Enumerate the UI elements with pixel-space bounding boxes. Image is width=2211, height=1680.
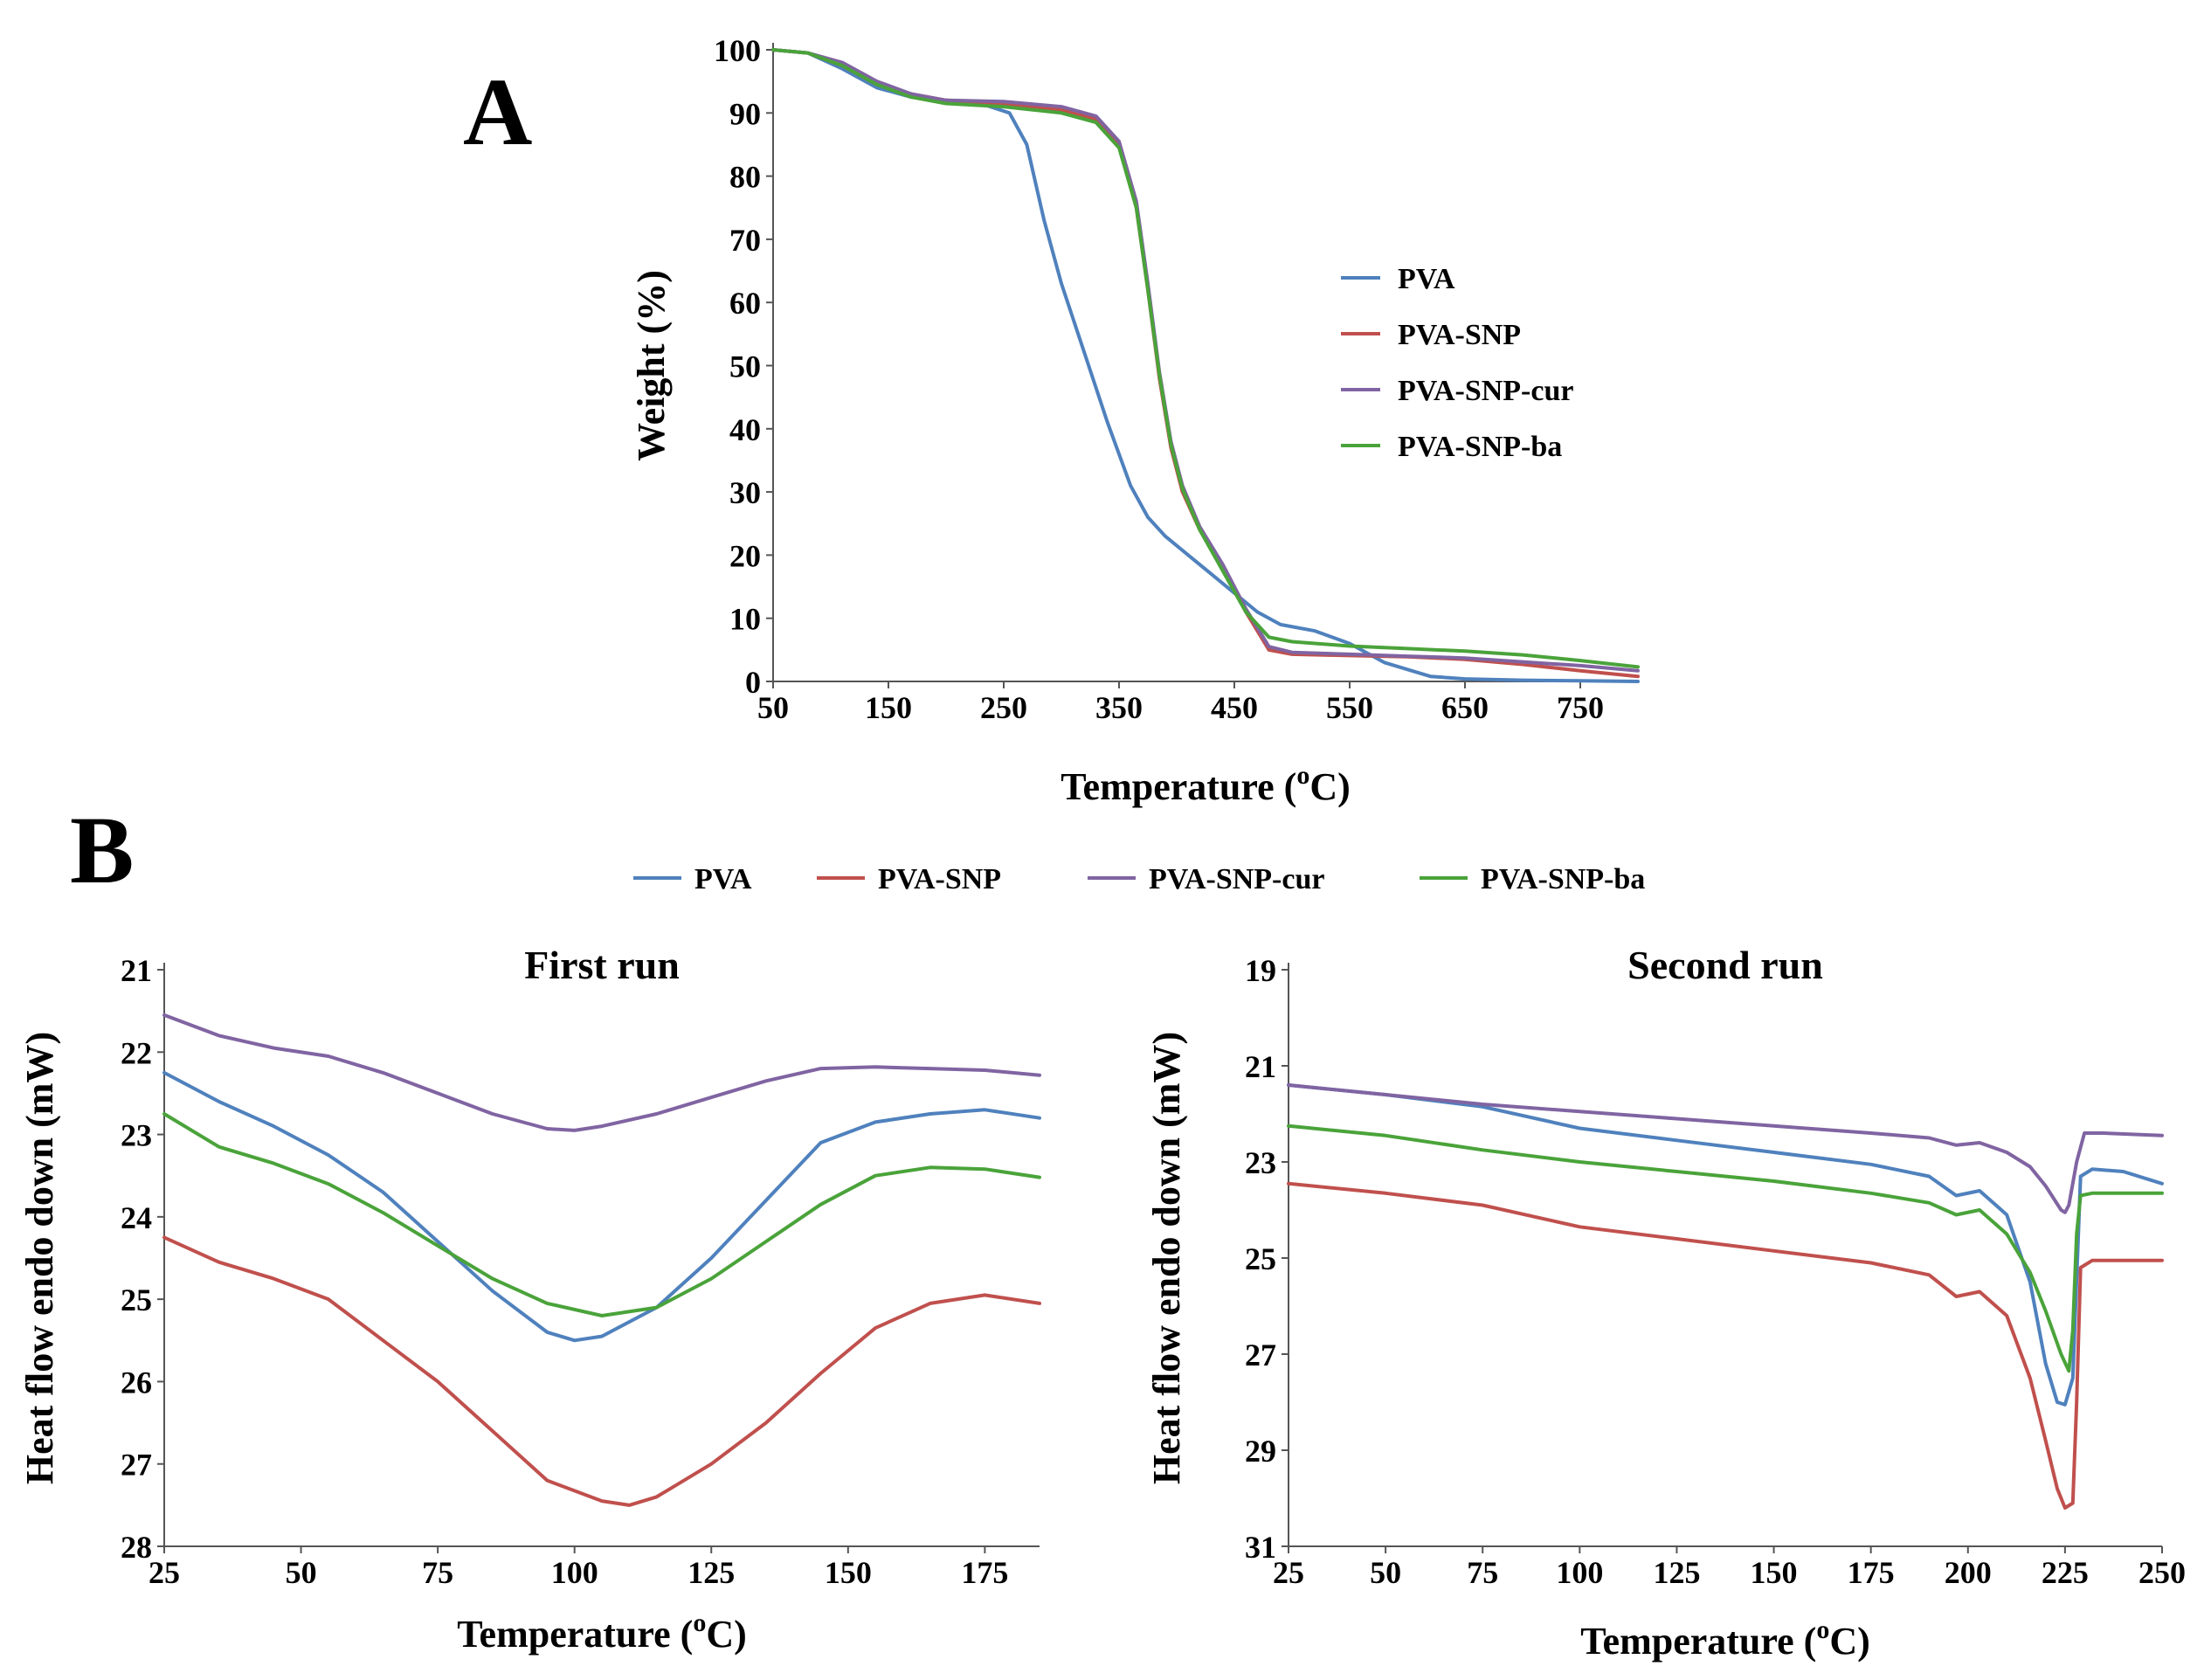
chart-title: Second run	[1627, 943, 1823, 987]
y-tick-label: 22	[121, 1035, 152, 1070]
series-line-pva-snp-ba	[162, 1112, 1041, 1317]
x-tick-label: 350	[1095, 690, 1143, 725]
x-axis-label: Temperature (oC)	[1580, 1615, 1870, 1663]
y-tick-label: 21	[121, 953, 152, 988]
series-line-pva	[771, 48, 1640, 683]
y-tick-label: 24	[121, 1200, 152, 1235]
x-axis-label: Temperature (oC)	[457, 1608, 747, 1656]
x-tick-label: 175	[1848, 1555, 1895, 1590]
legend-label-pva-snp: PVA-SNP	[878, 863, 1001, 895]
series-line-pva-snp-ba	[1287, 1123, 2164, 1373]
x-tick-label: 450	[1211, 690, 1258, 725]
x-tick-label: 250	[980, 690, 1027, 725]
series-line-pva-snp	[162, 1235, 1041, 1507]
x-tick-label: 125	[687, 1555, 735, 1590]
y-axis-label: Heat flow endo down (mW)	[18, 1032, 61, 1484]
series-line-pva-snp-cur	[771, 48, 1640, 673]
y-tick-label: 19	[1245, 953, 1276, 988]
y-tick-label: 70	[729, 223, 761, 258]
x-tick-label: 50	[286, 1555, 317, 1590]
y-tick-label: 26	[121, 1365, 152, 1400]
x-tick-label: 50	[757, 690, 789, 725]
y-tick-label: 20	[729, 538, 761, 573]
y-tick-label: 30	[729, 475, 761, 510]
series-line-pva-snp-ba	[771, 48, 1640, 669]
x-tick-label: 200	[1945, 1555, 1992, 1590]
x-tick-label: 125	[1653, 1555, 1700, 1590]
x-tick-label: 650	[1441, 690, 1489, 725]
y-tick-label: 21	[1245, 1049, 1276, 1084]
y-tick-label: 23	[121, 1118, 152, 1153]
legend-label-pva-snp-cur: PVA-SNP-cur	[1149, 863, 1324, 895]
x-tick-label: 100	[551, 1555, 598, 1590]
y-tick-label: 40	[729, 412, 761, 447]
x-tick-label: 50	[1370, 1555, 1401, 1590]
x-tick-label: 225	[2042, 1555, 2089, 1590]
y-axis-label: Heat flow endo down (mW)	[1145, 1032, 1188, 1484]
legend-dsc: PVA PVA-SNP PVA-SNP-cur PVA-SNP-ba	[633, 863, 1645, 895]
x-tick-label: 25	[149, 1555, 180, 1590]
x-tick-label: 175	[961, 1555, 1008, 1590]
y-tick-label: 80	[729, 160, 761, 195]
series-line-pva-snp	[771, 48, 1640, 679]
series-line-pva-snp	[1287, 1181, 2164, 1510]
y-axis-label: Weight (%)	[630, 270, 673, 461]
legend-tga: PVA PVA-SNP PVA-SNP-cur PVA-SNP-ba	[1341, 263, 1573, 463]
x-tick-label: 150	[865, 690, 912, 725]
legend-label-pva: PVA	[1398, 263, 1455, 295]
x-tick-label: 150	[1751, 1555, 1798, 1590]
x-tick-label: 550	[1326, 690, 1373, 725]
y-tick-label: 25	[1245, 1241, 1276, 1276]
panel-letter-b: B	[70, 797, 134, 903]
legend-label-pva-snp-ba: PVA-SNP-ba	[1398, 431, 1562, 463]
y-tick-label: 31	[1245, 1530, 1276, 1565]
x-tick-label: 75	[422, 1555, 453, 1590]
legend-label-pva: PVA	[694, 863, 752, 895]
x-tick-label: 150	[825, 1555, 872, 1590]
series-line-pva-snp-cur	[162, 1013, 1041, 1132]
x-tick-label: 75	[1467, 1555, 1498, 1590]
y-tick-label: 27	[121, 1448, 152, 1483]
y-tick-label: 29	[1245, 1434, 1276, 1469]
y-tick-label: 50	[729, 349, 761, 384]
y-tick-label: 90	[729, 96, 761, 131]
x-tick-label: 25	[1273, 1555, 1304, 1590]
y-tick-label: 25	[121, 1282, 152, 1317]
y-tick-label: 60	[729, 286, 761, 321]
series-line-pva-snp-cur	[1287, 1083, 2164, 1214]
y-tick-label: 28	[121, 1530, 152, 1565]
x-tick-label: 100	[1556, 1555, 1603, 1590]
y-tick-label: 27	[1245, 1338, 1276, 1372]
y-tick-label: 10	[729, 602, 761, 637]
y-tick-label: 0	[745, 665, 761, 700]
panel-letter-a: A	[463, 59, 532, 165]
legend-label-pva-snp: PVA-SNP	[1398, 319, 1521, 351]
x-tick-label: 750	[1557, 690, 1604, 725]
x-tick-label: 250	[2138, 1555, 2186, 1590]
y-tick-label: 100	[714, 33, 761, 68]
y-tick-label: 23	[1245, 1145, 1276, 1180]
x-axis-label: Temperature (oC)	[1061, 761, 1351, 808]
legend-label-pva-snp-ba: PVA-SNP-ba	[1481, 863, 1645, 895]
chart-title: First run	[524, 943, 680, 987]
series-line-pva	[162, 1070, 1041, 1343]
legend-label-pva-snp-cur: PVA-SNP-cur	[1398, 375, 1573, 407]
chart-tga: 0 10 20 30 40 50 60 70 80 90 100 50 150 250 350 450 550 6…	[630, 33, 1640, 808]
